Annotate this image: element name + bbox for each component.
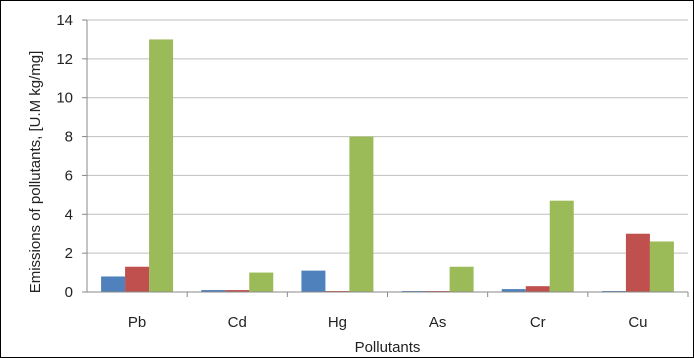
bar-pb-series-1 (101, 276, 126, 292)
y-tick-label: 0 (65, 284, 73, 301)
bar-cr-series-3 (549, 200, 574, 292)
bar-hg-series-3 (349, 136, 374, 292)
x-tick-label: Cd (228, 314, 247, 331)
bar-pb-series-2 (125, 266, 150, 292)
y-tick-label: 4 (65, 206, 73, 223)
bar-cd-series-1 (201, 290, 226, 292)
x-tick-labels: Pb Cd Hg As Cr Cu (128, 314, 648, 331)
y-tick-labels: 0 2 4 6 8 10 12 14 (56, 12, 73, 301)
x-tick-label: Cr (530, 314, 546, 331)
axes (86, 20, 688, 293)
x-tick-label: Cu (628, 314, 647, 331)
bar-as-series-3 (449, 266, 474, 292)
bar-cd-series-2 (225, 290, 250, 292)
x-tick-label: Hg (328, 314, 347, 331)
x-tick-label: Pb (128, 314, 146, 331)
bar-pb-series-3 (149, 39, 174, 292)
bar-cu-series-3 (649, 241, 674, 292)
bar-cr-series-2 (525, 286, 550, 292)
bar-cr-series-1 (501, 289, 526, 292)
x-axis-label: Pollutants (355, 339, 421, 356)
bars (101, 39, 674, 292)
bar-hg-series-1 (301, 270, 326, 292)
y-tick-label: 12 (56, 51, 73, 68)
y-tick-label: 6 (65, 167, 73, 184)
y-tick-label: 14 (56, 12, 73, 29)
x-tick-label: As (429, 314, 447, 331)
gridlines (82, 19, 689, 297)
y-tick-label: 10 (56, 90, 73, 107)
bar-cu-series-2 (625, 233, 650, 292)
y-axis-label: Emissions of pollutants, [U.M kg/mg] (27, 51, 44, 294)
y-tick-label: 8 (65, 129, 73, 146)
y-tick-label: 2 (65, 245, 73, 262)
bar-cd-series-3 (249, 272, 274, 292)
